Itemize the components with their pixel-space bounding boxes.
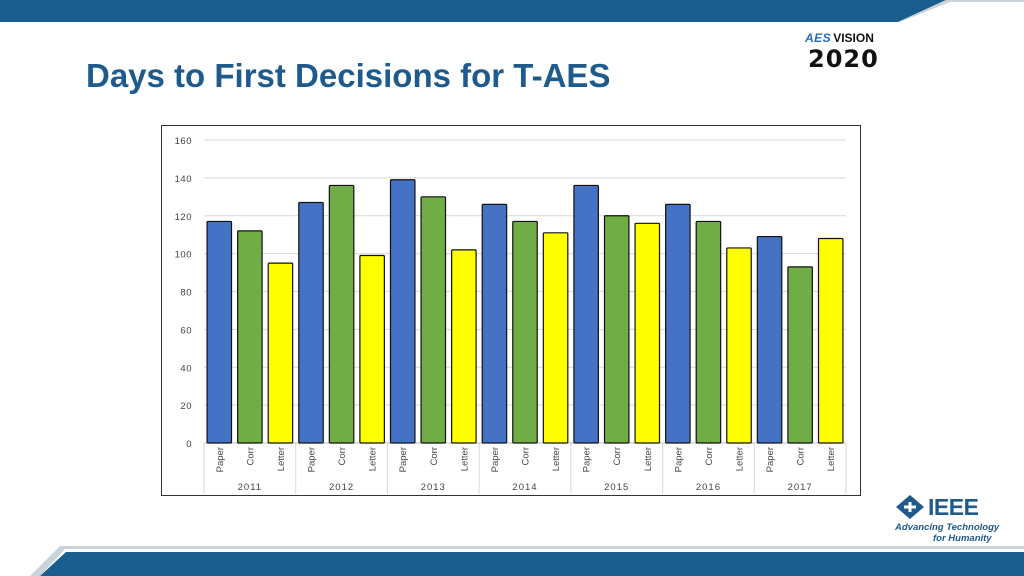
x-group-label: 2012	[329, 482, 354, 493]
bar-paper-2015	[573, 184, 599, 444]
bar-corr-2011	[237, 230, 263, 444]
x-category-label: Paper	[673, 447, 684, 472]
x-category-label: Letter	[735, 447, 746, 471]
bar-paper-2016	[665, 203, 691, 444]
x-category-label: Paper	[490, 447, 501, 472]
x-group-label: 2013	[421, 482, 446, 493]
bar-paper-2011	[206, 220, 233, 444]
bar-paper-2012	[298, 201, 324, 444]
ieee-wordmark: IEEE	[928, 494, 979, 520]
x-group-label: 2015	[604, 482, 629, 493]
bar-letter-2015	[634, 222, 661, 444]
vision-wordmark: VISION	[833, 31, 874, 45]
x-category-label: Paper	[398, 447, 409, 472]
y-tick-label: 120	[175, 212, 192, 223]
x-category-label: Paper	[215, 447, 226, 472]
y-tick-label: 60	[180, 325, 192, 336]
y-tick-label: 20	[180, 401, 192, 412]
x-group-label: 2016	[696, 482, 721, 493]
page-title: Days to First Decisions for T-AES	[86, 57, 611, 94]
ieee-logo: IEEE Advancing Technology for Humanity	[893, 494, 1008, 544]
bar-corr-2017	[787, 266, 813, 444]
aes-vision-wordmark: AES VISION	[805, 31, 874, 45]
x-category-label: Paper	[582, 447, 593, 472]
x-category-label: Corr	[704, 447, 715, 465]
y-tick-label: 140	[175, 174, 192, 185]
y-tick-label: 40	[180, 363, 192, 374]
y-tick-label: 80	[180, 288, 192, 299]
bar-letter-2016	[726, 247, 752, 444]
bar-letter-2014	[542, 232, 569, 444]
x-group-label: 2011	[238, 482, 262, 493]
bottom-banner	[30, 546, 1024, 576]
y-tick-label: 0	[186, 439, 192, 450]
chart-canvas: 0 20 40 60 80 100 120 140 160 Paper Corr Letter 2011…	[175, 136, 847, 494]
ieee-tagline-2: for Humanity	[933, 533, 992, 544]
x-category-label: Letter	[276, 447, 287, 471]
bar-corr-2016	[695, 220, 722, 444]
x-category-label: Corr	[796, 447, 807, 465]
x-category-label: Letter	[643, 447, 654, 471]
y-tick-label: 160	[175, 136, 192, 147]
x-category-label: Corr	[612, 447, 623, 465]
x-category-label: Letter	[826, 447, 837, 471]
x-category-label: Corr	[337, 447, 348, 465]
ieee-tagline-1: Advancing Technology	[895, 522, 1000, 533]
bar-paper-2014	[481, 203, 508, 444]
aes-vision-2020-logo: AES VISION 2020	[805, 28, 890, 76]
x-category-label: Letter	[368, 447, 379, 471]
x-category-label: Paper	[765, 447, 776, 472]
x-category-label: Corr	[429, 447, 440, 465]
bar-corr-2015	[603, 215, 630, 444]
bar-corr-2012	[328, 184, 355, 444]
bar-letter-2013	[451, 249, 477, 444]
bar-paper-2013	[389, 179, 416, 444]
bar-letter-2017	[817, 237, 844, 444]
x-group-label: 2014	[512, 482, 537, 493]
x-category-label: Corr	[245, 447, 256, 465]
ieee-diamond-icon	[896, 495, 924, 519]
y-tick-label: 100	[175, 250, 192, 261]
x-category-label: Letter	[551, 447, 562, 471]
bar-paper-2017	[756, 235, 783, 444]
bar-corr-2014	[512, 220, 538, 444]
bar-corr-2013	[420, 196, 447, 444]
bar-letter-2011	[267, 262, 294, 444]
bar-chart: 0 20 40 60 80 100 120 140 160 Paper Corr Letter 2011…	[161, 125, 861, 496]
aes-wordmark: AES	[805, 31, 832, 45]
x-category-label: Letter	[459, 447, 470, 471]
year-wordmark: 2020	[808, 45, 879, 73]
x-category-label: Corr	[521, 447, 532, 465]
top-banner	[0, 0, 1024, 22]
x-category-label: Paper	[307, 447, 318, 472]
bar-letter-2012	[359, 254, 385, 444]
x-group-label: 2017	[788, 482, 813, 493]
